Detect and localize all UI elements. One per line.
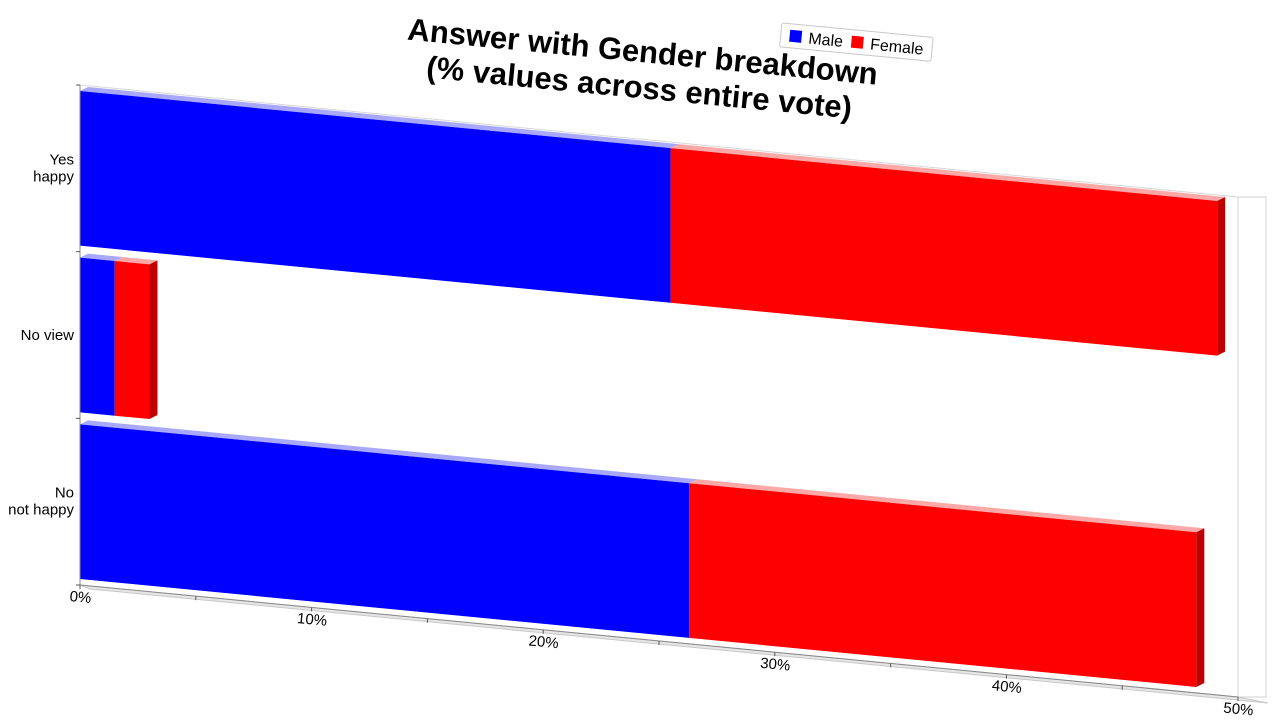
legend-label-male: Male xyxy=(808,31,844,51)
category-label-1: No view xyxy=(21,327,75,344)
category-label-2: No not happy xyxy=(8,485,74,519)
bar-female-1 xyxy=(114,257,158,420)
bar-female-0 xyxy=(670,144,1226,356)
category-label-0: Yes happy xyxy=(33,151,74,185)
bars xyxy=(80,87,1226,687)
legend-swatch-female xyxy=(850,35,864,49)
x-tick-label-3: 30% xyxy=(759,655,791,675)
bar-male-1 xyxy=(80,253,123,416)
legend-label-female: Female xyxy=(869,36,924,58)
bar-male-2 xyxy=(80,420,698,638)
x-tick-label-5: 50% xyxy=(1223,700,1255,720)
plot-top-edge xyxy=(79,84,1239,198)
legend-swatch-male xyxy=(789,29,803,43)
axes: Yes happy No view No not happy 0% 10% 20% 30% 40%… xyxy=(8,84,1255,720)
x-tick-label-0: 0% xyxy=(69,588,92,607)
plot-frame xyxy=(79,84,1269,704)
bar-female-2 xyxy=(689,479,1205,687)
bar-male-0 xyxy=(80,87,679,303)
legend: Male Female xyxy=(779,22,934,62)
plot-back-wall xyxy=(1237,196,1267,698)
x-tick-label-1: 10% xyxy=(296,610,328,630)
x-tick-label-4: 40% xyxy=(991,677,1023,697)
x-tick-label-2: 20% xyxy=(528,632,560,652)
